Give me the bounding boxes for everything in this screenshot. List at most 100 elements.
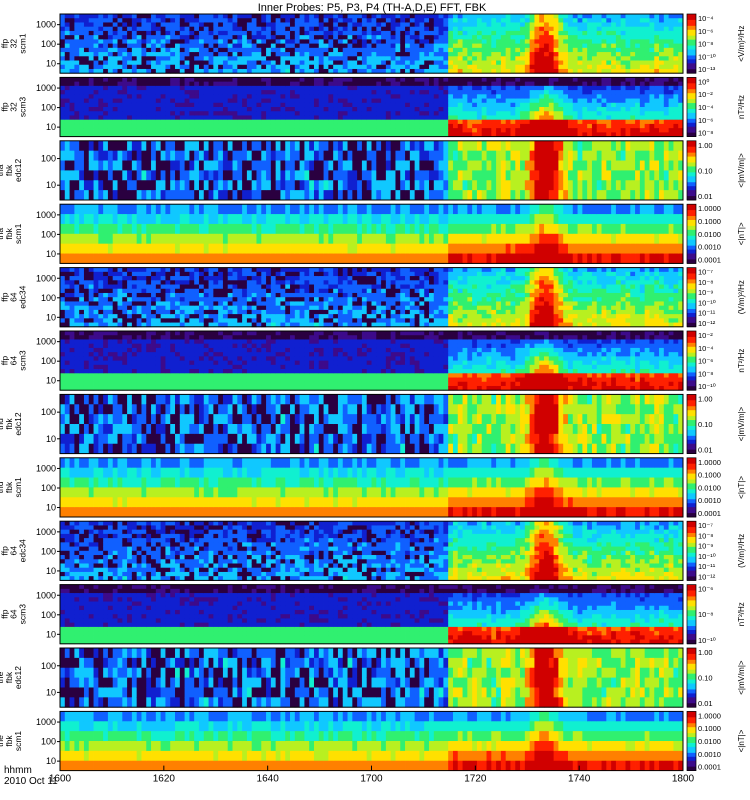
spectrogram-cell [376,85,382,91]
spectrogram-cell [491,115,497,121]
spectrogram-cell [548,56,555,61]
spectrogram-cell [457,47,463,53]
spectrogram-cell [237,170,243,181]
spectrogram-cell [74,94,80,99]
spectrogram-cell [596,35,602,40]
spectrogram-cell [270,180,277,191]
spectrogram-cell [462,14,468,19]
spectrogram-cell [136,223,142,235]
spectrogram-cell [611,68,617,74]
spectrogram-cell [83,81,90,87]
spectrogram-cell [342,90,348,95]
spectrogram-cell [184,123,190,129]
spectrogram-cell [596,22,602,28]
spectrogram-cell [103,30,109,36]
spectrogram-cell [141,102,147,108]
spectrogram-cell [127,150,133,161]
spectrogram-cell [203,243,209,254]
spectrogram-cell [198,170,205,181]
spectrogram-cell [429,52,435,57]
spectrogram-cell [103,253,109,264]
spectrogram-cell [481,123,487,129]
spectrogram-cell [328,150,334,161]
spectrogram-cell [256,30,262,36]
spectrogram-cell [577,107,583,112]
spectrogram-cell [649,180,655,191]
spectrogram-cell [376,30,382,36]
spectrogram-cell [620,160,626,171]
spectrogram-cell [270,68,277,74]
spectrogram-cell [419,68,425,74]
spectrogram-cell [342,111,348,116]
spectrogram-cell [438,60,444,66]
spectrogram-cell [520,39,526,44]
spectrogram-cell [649,81,655,87]
spectrogram-cell [376,94,382,99]
spectrogram-cell [60,107,66,112]
spectrogram-cell [678,180,684,191]
spectrogram-cell [237,253,243,264]
spectrogram-cell [462,52,468,57]
spectrogram-cell [481,64,487,70]
spectrogram-cell [83,107,90,112]
spectrogram-cell [275,170,281,181]
spectrogram-cell [419,30,425,36]
spectrogram-cell [184,128,190,133]
spectrogram-cell [539,85,545,91]
spectrogram-cell [567,160,574,171]
panel-2: 100010010thaffp32scm310⁰10⁻²10⁻⁴10⁻⁶10⁻⁸… [0,76,746,138]
spectrogram-cell [170,107,176,112]
spectrogram-cell [419,77,425,83]
spectrogram-cell [491,111,497,116]
spectrogram-cell [127,233,133,245]
spectrogram-cell [208,60,214,66]
spectrogram-cell [491,102,497,108]
spectrogram-cell [333,160,339,171]
spectrogram-cell [242,47,248,53]
spectrogram-cell [611,150,617,161]
spectrogram-cell [146,43,152,49]
spectrogram-cell [103,170,109,181]
spectrogram-cell [69,22,75,28]
spectrogram-cell [333,64,339,70]
spectrogram-cell [663,160,670,171]
spectrogram-cell [357,43,363,49]
spectrogram-cell [668,128,674,133]
spectrogram-cell [457,90,463,95]
spectrogram-cell [136,14,142,19]
spectrogram-cell [572,150,578,161]
spectrogram-cell [424,14,430,19]
y-tick-label: 10 [46,122,56,132]
spectrogram-cell [227,85,233,91]
spectrogram-cell [424,22,430,28]
spectrogram-cell [213,22,219,28]
spectrogram-cell [64,98,70,104]
spectrogram-cell [452,35,459,40]
spectrogram-cell [175,107,181,112]
spectrogram-cell [673,77,679,83]
spectrogram-cell [659,119,665,125]
spectrogram-cell [251,94,257,99]
spectrogram-cell [601,111,607,116]
spectrogram-cell [395,140,401,152]
spectrogram-cell [74,102,80,108]
y-axis-label-line: scm3 [18,97,28,118]
spectrogram-cell [208,107,214,112]
spectrogram-cell [644,160,650,171]
spectrogram-cell [170,132,176,137]
spectrogram-cell [328,18,334,23]
spectrogram-cell [366,140,372,152]
spectrogram-cell [448,119,454,125]
spectrogram-cell [107,60,114,66]
colorbar-swatch [687,116,696,120]
spectrogram-cell [668,47,674,53]
colorbar-swatch [687,35,696,39]
spectrogram-cell [462,102,468,108]
spectrogram-cell [107,233,114,245]
spectrogram-cell [505,170,511,181]
spectrogram-cell [151,223,157,235]
spectrogram-cell [98,56,104,61]
spectrogram-cell [481,60,487,66]
spectrogram-cell [376,123,382,129]
spectrogram-cell [74,22,80,28]
